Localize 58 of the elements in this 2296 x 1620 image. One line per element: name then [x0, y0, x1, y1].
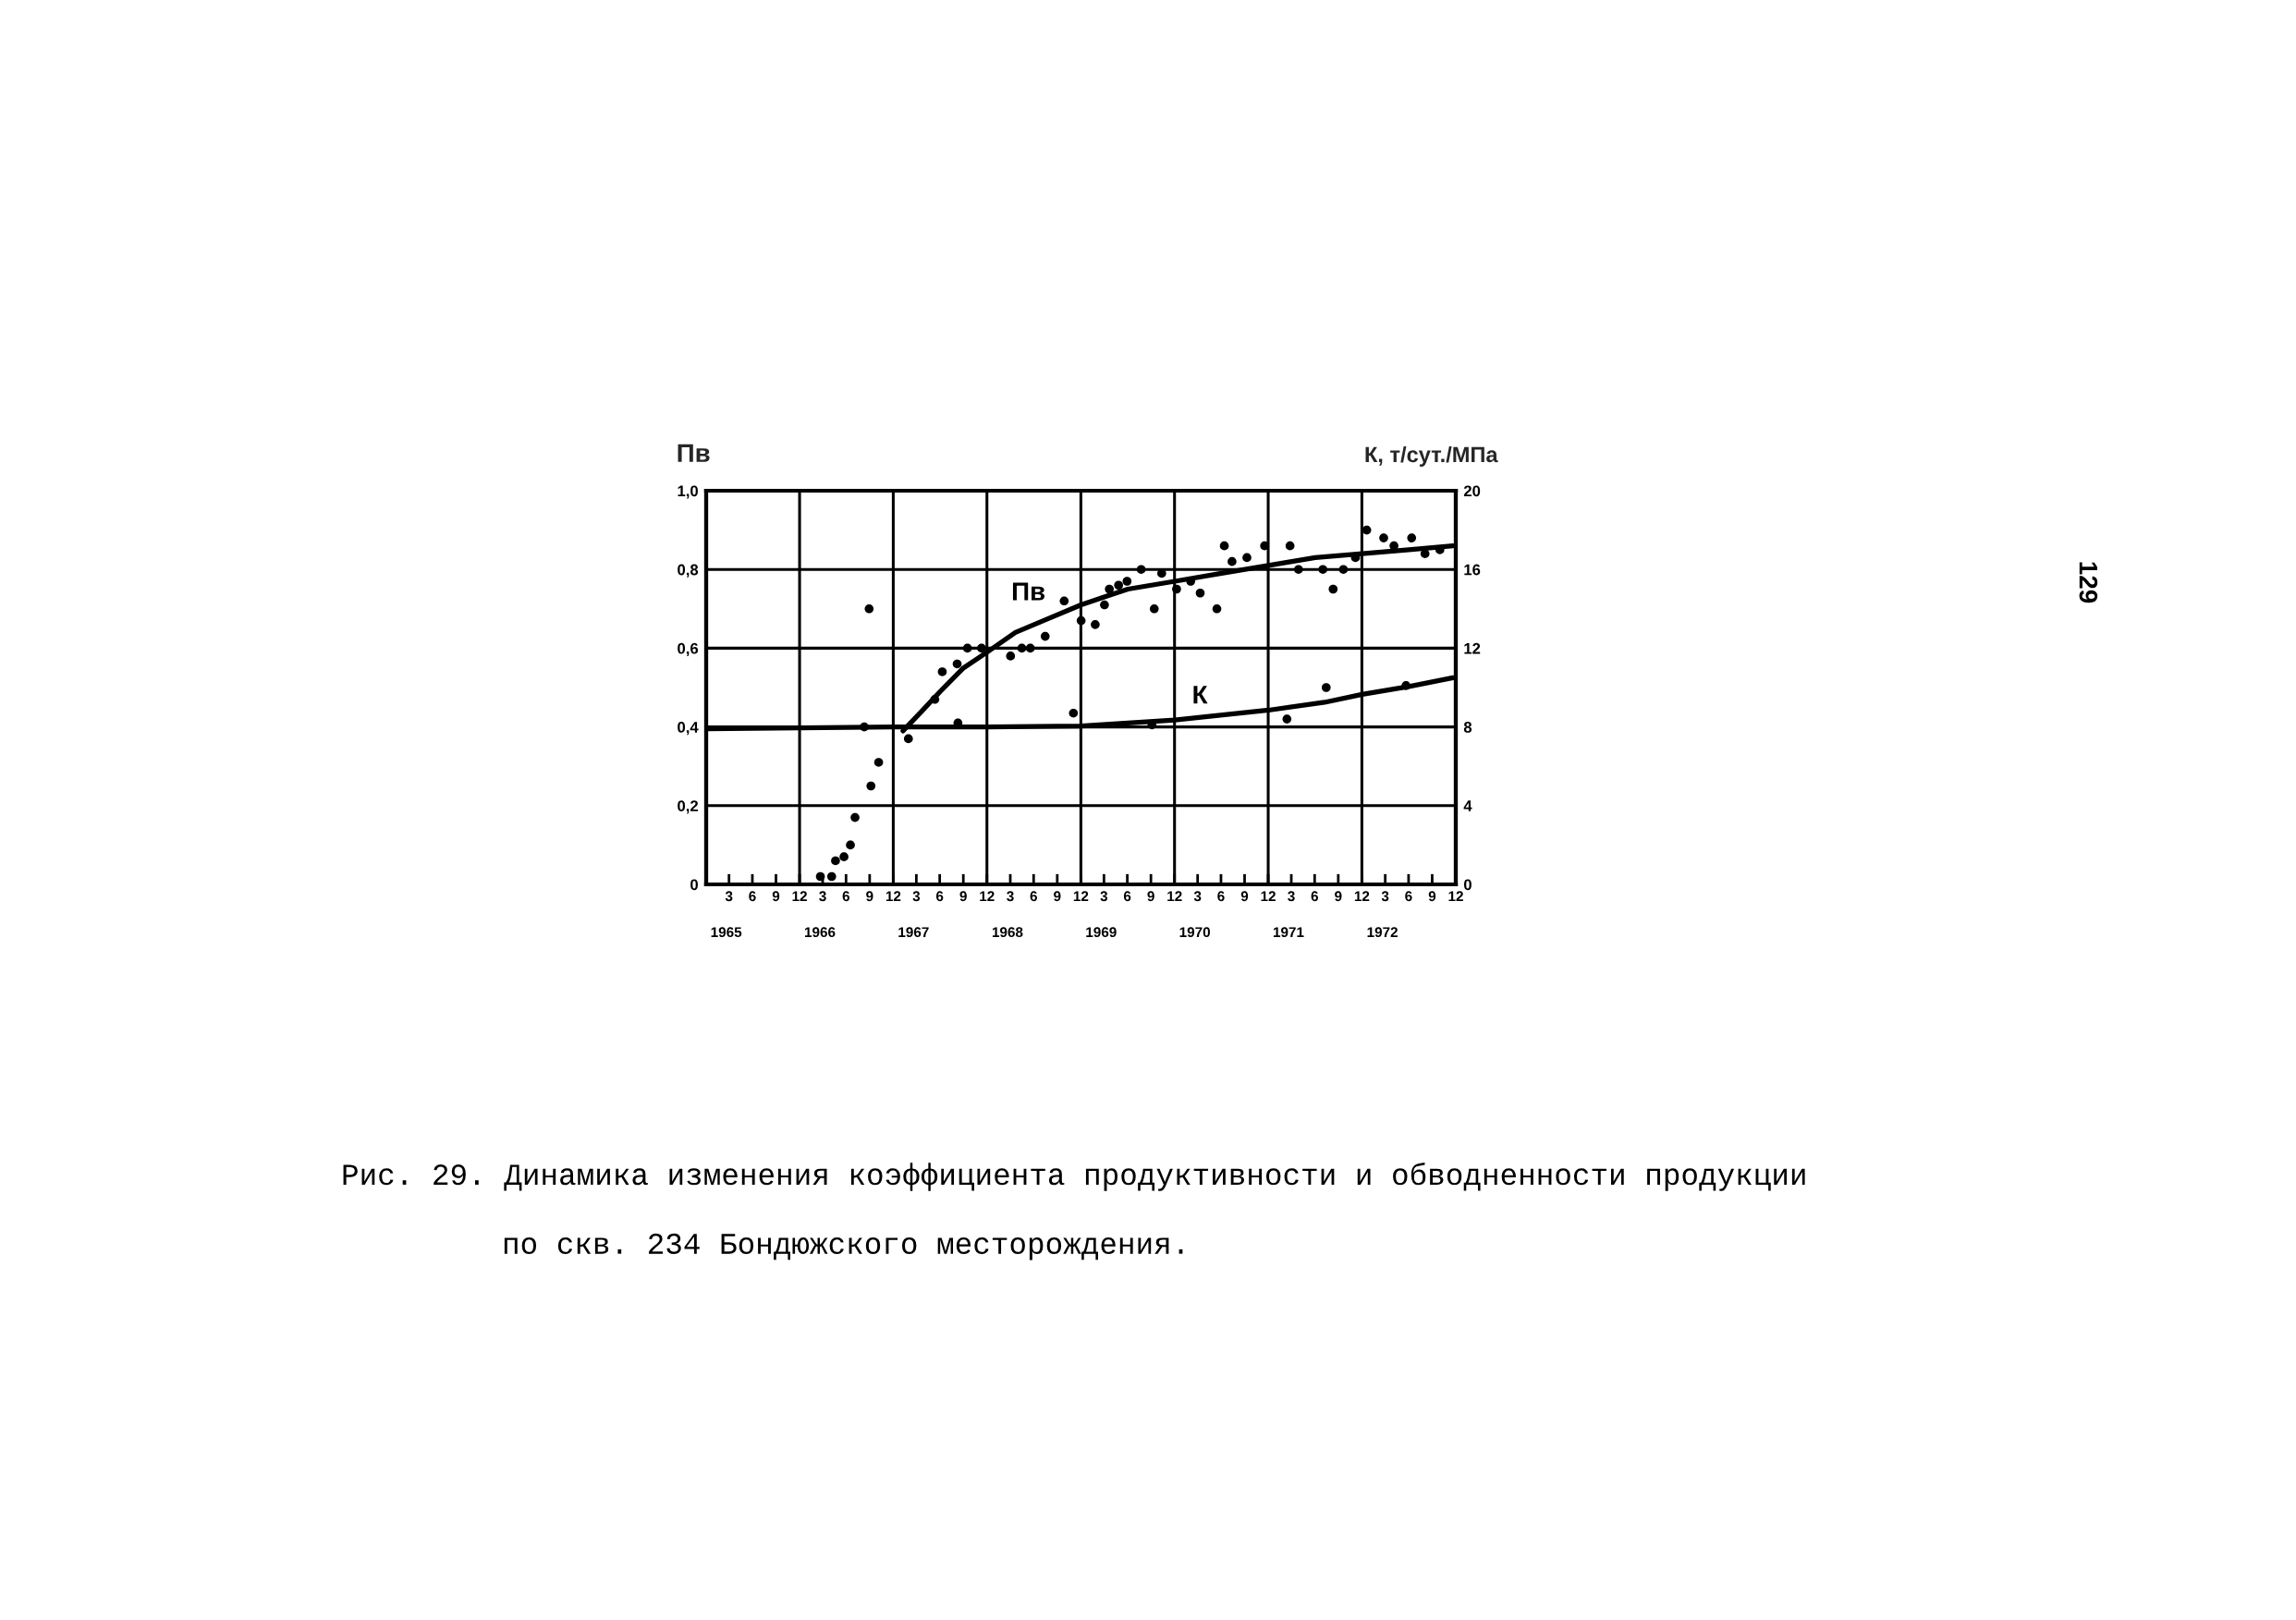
x-tick-label: 3 — [819, 891, 826, 902]
x2-tick-label: 1967 — [898, 927, 929, 938]
x-tick-label: 9 — [866, 891, 873, 902]
x-tick-label: 9 — [1147, 891, 1154, 902]
x-tick-label: 12 — [1073, 891, 1089, 902]
x-tick-label: 9 — [1335, 891, 1342, 902]
y2-tick-label: 12 — [1464, 642, 1481, 654]
x-tick-label: 12 — [1167, 891, 1182, 902]
x-tick-label: 3 — [912, 891, 921, 902]
x2-tick-label: 1970 — [1179, 927, 1210, 938]
y2-tick-label: 8 — [1463, 722, 1472, 733]
x-tick-label: 6 — [749, 891, 756, 902]
series-label: К — [1193, 686, 1208, 704]
x-tick-label: 12 — [885, 891, 901, 902]
x2-tick-label: 1968 — [992, 927, 1023, 938]
x-tick-label: 12 — [1448, 891, 1463, 902]
y-tick-label: 0 — [690, 879, 698, 891]
x-tick-label: 9 — [1240, 891, 1249, 902]
y2-tick-label: 4 — [1463, 800, 1472, 811]
x2-tick-label: 1971 — [1273, 927, 1304, 938]
y2-tick-label: 20 — [1463, 485, 1481, 497]
x-tick-label: 3 — [1288, 891, 1295, 902]
x-tick-label: 3 — [725, 891, 733, 902]
x-tick-label: 12 — [1354, 891, 1370, 902]
y-tick-label: 0,2 — [678, 800, 698, 814]
x-tick-label: 6 — [1217, 891, 1225, 902]
x-tick-label: 6 — [1123, 891, 1131, 902]
text: Рис. 29. Динамика изменения коэффициента продуктивности и обводненности продукции по скв. 234 Бондюжского месторождения. — [343, 1163, 1805, 1261]
x-tick-label: 3 — [1007, 891, 1014, 902]
x2-tick-label: 1966 — [804, 927, 836, 938]
x-tick-label: 12 — [792, 891, 807, 902]
x-tick-label: 3 — [1100, 891, 1108, 902]
x-tick-label: 6 — [1030, 891, 1037, 902]
x2-tick-label: 1969 — [1086, 927, 1117, 938]
x2-tick-label: 1972 — [1367, 927, 1398, 938]
y-tick-label: 0,6 — [678, 642, 699, 657]
x-tick-label: 6 — [842, 891, 850, 902]
y-tick-label: 0,8 — [678, 564, 699, 578]
x-tick-label: 6 — [1311, 891, 1318, 902]
x-tick-label: 9 — [1428, 891, 1436, 902]
x-tick-label: 3 — [1193, 891, 1202, 902]
x-tick-label: 12 — [980, 891, 995, 902]
y2-tick-label: 0 — [1463, 879, 1472, 891]
text: 129 — [2079, 562, 2098, 603]
y2-tick-label: 16 — [1464, 564, 1481, 576]
y-axis-title: Пв — [678, 444, 710, 462]
x-tick-label: 6 — [935, 891, 944, 902]
x2-tick-label: 1965 — [711, 927, 742, 938]
y2-axis-title: К, т/сут./МПа — [1365, 445, 1498, 467]
x-tick-label: 9 — [772, 891, 780, 902]
x-tick-label: 3 — [1381, 891, 1389, 902]
x-tick-label: 9 — [1054, 891, 1061, 902]
x-tick-label: 6 — [1405, 891, 1412, 902]
y-tick-label: 0,4 — [678, 722, 699, 736]
x-tick-label: 12 — [1261, 891, 1276, 902]
y-tick-label: 1,0 — [678, 485, 698, 499]
series-label: Пв — [1012, 582, 1045, 601]
x-tick-label: 9 — [959, 891, 967, 902]
